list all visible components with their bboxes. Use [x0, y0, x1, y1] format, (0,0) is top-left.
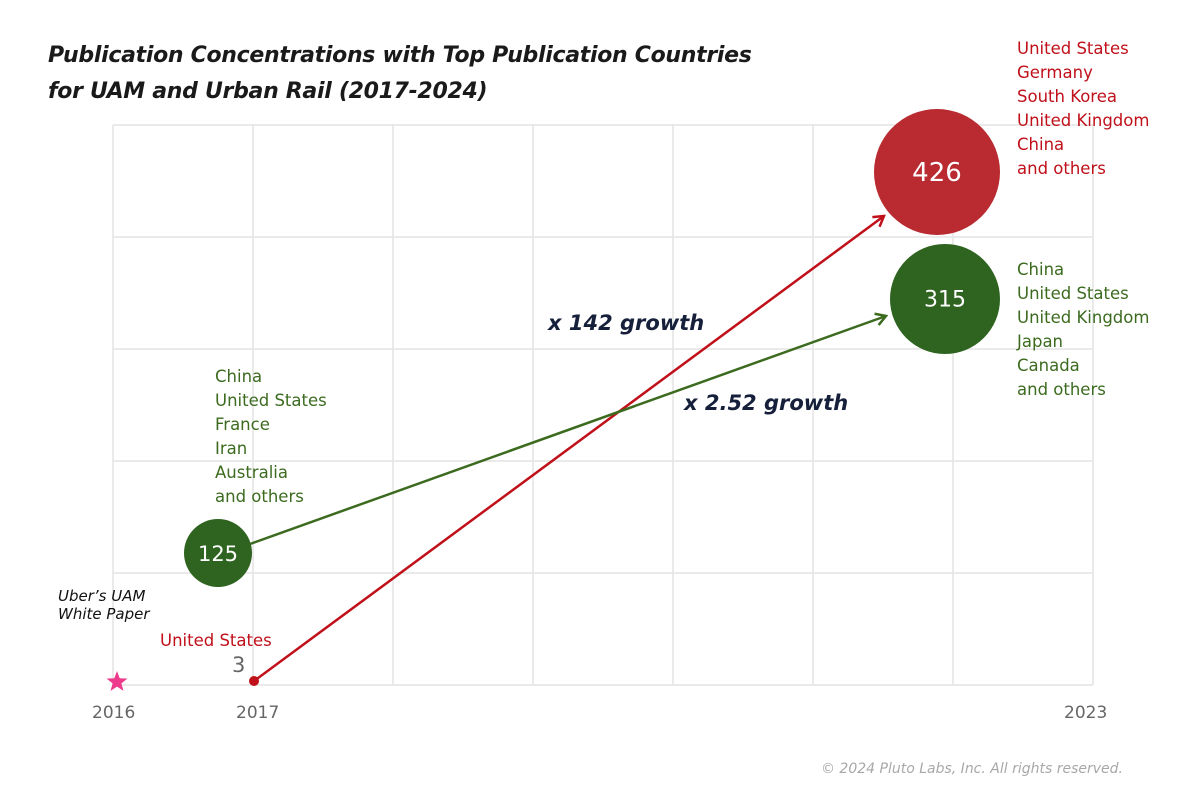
- country-item: France: [215, 415, 270, 434]
- rail-2023-countries: China United States United Kingdom Japan…: [1017, 258, 1149, 402]
- country-item: and others: [1017, 380, 1106, 399]
- rail-2023-value: 315: [924, 288, 966, 313]
- country-item: China: [215, 367, 263, 386]
- x-tick-2023: 2023: [1064, 703, 1108, 723]
- copyright-notice: © 2024 Pluto Labs, Inc. All rights reser…: [820, 761, 1123, 777]
- rail-growth-arrow: [249, 316, 886, 546]
- country-item: China: [1017, 260, 1065, 279]
- country-item: and others: [1017, 159, 1106, 178]
- chart-title-line2: for UAM and Urban Rail (2017-2024): [48, 79, 488, 104]
- x-tick-2016: 2016: [92, 703, 136, 723]
- country-item: United Kingdom: [1017, 308, 1150, 327]
- uam-2017-point: [249, 676, 259, 686]
- rail-2017-countries: China United States France Iran Australi…: [215, 365, 327, 509]
- uam-2023-countries: United States Germany South Korea United…: [1017, 37, 1149, 181]
- uam-2017-country: United States: [160, 631, 272, 650]
- country-item: China: [1017, 135, 1065, 154]
- x-tick-2017: 2017: [236, 703, 280, 723]
- chart-title: Publication Concentrations with Top Publ…: [48, 38, 752, 110]
- country-item: South Korea: [1017, 87, 1117, 106]
- country-item: Japan: [1017, 332, 1064, 351]
- note-line1: Uber’s UAM: [58, 587, 146, 605]
- country-item: and others: [215, 487, 304, 506]
- chart-title-line1: Publication Concentrations with Top Publ…: [48, 43, 752, 68]
- rail-growth-label: x 2.52 growth: [684, 391, 849, 415]
- uam-2023-bubble: [874, 109, 1000, 235]
- uam-2017-value: 3: [232, 653, 246, 677]
- star-icon: [106, 671, 128, 691]
- rail-2023-bubble: [890, 244, 1000, 354]
- country-item: United Kingdom: [1017, 111, 1150, 130]
- uam-growth-label: x 142 growth: [548, 311, 705, 335]
- country-item: United States: [1017, 284, 1129, 303]
- note-line2: White Paper: [58, 605, 150, 623]
- rail-2017-bubble: [184, 519, 252, 587]
- country-item: United States: [215, 391, 327, 410]
- country-item: Canada: [1017, 356, 1080, 375]
- country-item: Germany: [1017, 63, 1093, 82]
- rail-2017-value: 125: [198, 542, 238, 566]
- uam-2023-value: 426: [912, 158, 962, 188]
- country-item: Australia: [215, 463, 288, 482]
- uam-growth-arrow: [253, 216, 884, 683]
- country-item: United States: [1017, 39, 1129, 58]
- chart-grid: [112, 124, 1094, 686]
- country-item: Iran: [215, 439, 248, 458]
- uber-white-paper-note: Uber’s UAM White Paper: [58, 587, 150, 623]
